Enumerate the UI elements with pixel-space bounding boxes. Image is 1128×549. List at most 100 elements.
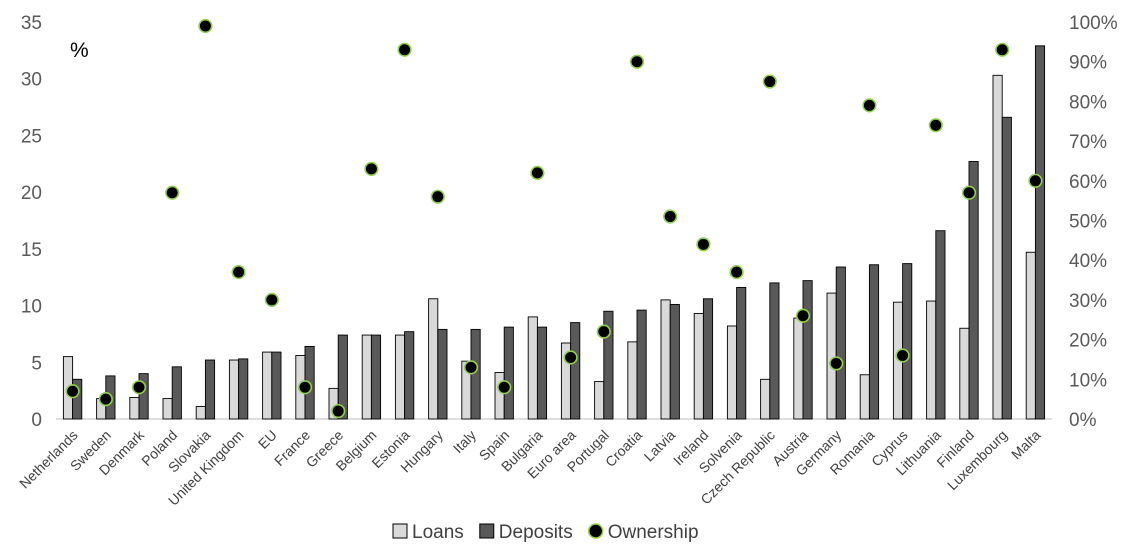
bar-deposits xyxy=(769,282,780,420)
point-ownership xyxy=(829,356,844,371)
ownership-points xyxy=(65,18,1043,419)
right-tick-label: 60% xyxy=(1069,172,1107,193)
bar-deposits xyxy=(968,161,979,420)
left-tick-label: 0 xyxy=(31,410,42,431)
point-ownership xyxy=(928,118,943,133)
bar-deposits xyxy=(404,331,415,420)
point-ownership xyxy=(430,189,445,204)
unit-label: % xyxy=(70,39,89,62)
bar-loans xyxy=(228,359,240,420)
bar-deposits xyxy=(72,378,83,420)
point-ownership xyxy=(397,42,412,57)
point-ownership xyxy=(530,165,545,180)
point-ownership xyxy=(297,380,313,395)
legend-swatch-deposits xyxy=(479,523,495,539)
bar-loans xyxy=(926,300,937,420)
legend-swatch-loans xyxy=(392,523,408,539)
bar-loans xyxy=(693,313,704,420)
bar-deposits xyxy=(636,309,647,420)
left-tick-label: 30 xyxy=(21,70,42,91)
right-tick-label: 0% xyxy=(1069,410,1097,431)
bar-deposits xyxy=(802,280,813,420)
category-labels: NetherlandsSwedenDenmarkPolandSlovakiaUn… xyxy=(16,426,1044,508)
bar-loans xyxy=(494,372,505,420)
bar-loans xyxy=(826,292,837,420)
bar-deposits xyxy=(935,230,946,420)
right-tick-label: 30% xyxy=(1069,291,1107,312)
bar-loans xyxy=(195,406,206,420)
right-tick-label: 100% xyxy=(1069,13,1118,34)
category-label: EU xyxy=(255,427,280,452)
point-ownership xyxy=(131,380,147,395)
bar-deposits xyxy=(238,358,249,420)
legend-label-loans: Loans xyxy=(412,522,464,543)
right-tick-label: 10% xyxy=(1069,370,1107,391)
bar-loans xyxy=(726,325,738,420)
point-ownership xyxy=(729,265,744,280)
left-tick-label: 35 xyxy=(21,13,42,34)
bar-deposits xyxy=(868,264,880,420)
bar-loans xyxy=(162,398,173,420)
right-tick-label: 40% xyxy=(1069,251,1107,272)
point-ownership xyxy=(995,42,1010,57)
point-ownership xyxy=(663,209,678,224)
left-tick-label: 15 xyxy=(21,240,42,261)
point-ownership xyxy=(1028,173,1043,188)
bar-loans xyxy=(394,334,406,420)
point-ownership xyxy=(762,74,777,89)
bar-loans xyxy=(129,397,140,420)
right-axis: 0% 10% 20% 30% 40% 50% 60% 70% 80% 90% 100% xyxy=(1069,13,1118,431)
point-ownership xyxy=(596,324,611,339)
left-tick-label: 5 xyxy=(31,353,42,374)
point-ownership xyxy=(862,98,877,113)
right-tick-label: 70% xyxy=(1069,132,1107,153)
point-ownership xyxy=(696,237,711,252)
category-label: Malta xyxy=(1008,427,1044,463)
point-ownership xyxy=(65,384,80,399)
bar-deposits xyxy=(835,266,846,420)
bar-deposits xyxy=(603,310,614,420)
left-tick-label: 20 xyxy=(21,183,42,204)
bar-loans xyxy=(859,374,870,420)
right-tick-label: 90% xyxy=(1069,53,1107,74)
bar-deposits xyxy=(902,263,913,420)
point-ownership xyxy=(961,185,977,200)
bar-deposits xyxy=(204,359,216,420)
bar-deposits xyxy=(337,334,348,420)
left-tick-label: 10 xyxy=(21,297,42,318)
point-ownership xyxy=(629,54,645,69)
bar-deposits xyxy=(669,303,680,420)
bar-deposits xyxy=(503,326,514,420)
legend-label-ownership: Ownership xyxy=(608,522,699,543)
legend-swatch-ownership xyxy=(587,523,604,539)
bar-loans xyxy=(992,74,1003,420)
point-ownership xyxy=(563,350,578,365)
bar-deposits xyxy=(138,373,149,420)
bar-loans xyxy=(428,298,439,420)
right-tick-label: 80% xyxy=(1069,92,1107,113)
bar-loans xyxy=(760,378,771,420)
right-tick-label: 20% xyxy=(1069,331,1107,352)
bar-loans xyxy=(793,317,804,420)
bar-deposits xyxy=(437,328,448,420)
bar-loans xyxy=(627,341,638,420)
point-ownership xyxy=(198,18,213,34)
bars xyxy=(62,45,1046,420)
bar-loans xyxy=(660,299,671,420)
point-ownership xyxy=(795,308,811,323)
legend: Loans Deposits Ownership xyxy=(392,522,699,543)
point-ownership xyxy=(463,360,479,375)
point-ownership xyxy=(895,348,910,363)
category-label: Croatia xyxy=(602,427,645,470)
bar-loans xyxy=(1025,251,1036,420)
bar-loans xyxy=(527,316,538,420)
bar-deposits xyxy=(536,326,548,420)
bar-loans xyxy=(361,334,372,420)
bar-deposits xyxy=(1001,116,1012,420)
point-ownership xyxy=(231,265,246,280)
bar-loans xyxy=(262,351,273,420)
bar-deposits xyxy=(370,334,382,420)
point-ownership xyxy=(98,392,113,407)
point-ownership xyxy=(264,292,279,308)
